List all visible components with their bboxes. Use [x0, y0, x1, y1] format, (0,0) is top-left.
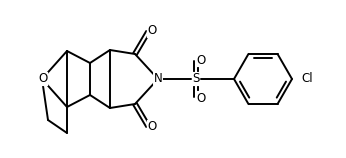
Text: O: O — [197, 91, 206, 104]
Text: O: O — [38, 73, 48, 85]
Text: Cl: Cl — [301, 73, 313, 85]
Text: O: O — [147, 24, 157, 37]
Text: N: N — [154, 73, 162, 85]
Text: O: O — [197, 54, 206, 67]
Text: S: S — [192, 73, 200, 85]
Text: O: O — [147, 121, 157, 134]
